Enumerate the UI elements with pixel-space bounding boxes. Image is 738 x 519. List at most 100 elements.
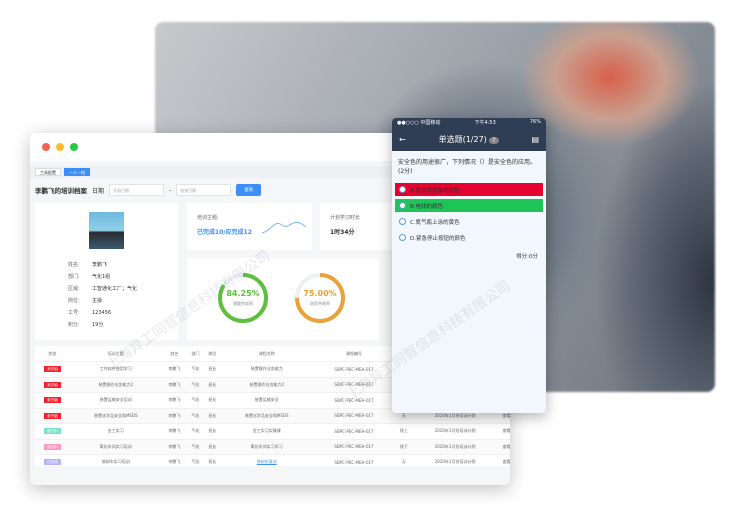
table-cell: 线下 xyxy=(395,439,413,455)
battery: 76% xyxy=(529,119,541,125)
table-cell: 李鹏飞 xyxy=(161,392,188,409)
table-cell: 2020年1月份培训计划 xyxy=(412,454,499,466)
query-button[interactable]: 查询 xyxy=(236,184,262,196)
topic-label: 培训主题: xyxy=(197,215,219,221)
table-cell: 班长 xyxy=(203,361,221,378)
table-cell: 班长 xyxy=(203,423,221,440)
status-badge: 未开始 xyxy=(44,366,61,373)
topic-value: 已完成10/应完成12 xyxy=(197,229,252,236)
radio-icon xyxy=(399,186,406,193)
table-cell: 2020年1月份培训计划 xyxy=(412,439,499,455)
table-cell: 装置操作业务能力2 xyxy=(220,377,313,393)
status-badge: 未开始 xyxy=(44,397,61,404)
table-cell: 气化 xyxy=(187,423,204,440)
end-date-input[interactable]: 结束日期 xyxy=(176,184,232,196)
table-cell: SBPC-PEC-MEH-017 xyxy=(312,454,396,466)
answer-option[interactable]: C.氮气瓶上涂的黄色 xyxy=(395,215,543,228)
table-cell: 2020年1月份培训计划 xyxy=(412,423,499,440)
answer-option[interactable]: A.管道等设备的颜色 xyxy=(395,183,543,196)
rings-card: 84.25% 课题完成率 75.00% 测验合格率 xyxy=(187,258,379,340)
sparkline-icon xyxy=(262,221,307,234)
answer-option[interactable]: D.紧急停止按钮的颜色 xyxy=(395,231,543,244)
table-row[interactable]: 未开始 装置化学品安全和MSDS 李鹏飞 气化 班长 装置化学品安全和MSDS SBPC-P… xyxy=(35,408,510,424)
table-cell: 氧化车间实习培训 xyxy=(69,439,162,455)
radio-icon xyxy=(399,218,406,225)
date-separator: - xyxy=(169,186,172,194)
table-cell: 李鹏飞 xyxy=(161,361,188,378)
maximize-dot[interactable] xyxy=(70,143,78,151)
table-cell: 气化 xyxy=(187,439,204,455)
profile-field: 岗位: 主操 xyxy=(68,298,103,304)
column-header: 岗位 xyxy=(203,346,221,362)
column-header: 培训主题 xyxy=(69,346,162,362)
table-cell: SBPC-PEC-MEH-017 xyxy=(312,439,396,455)
table-cell: SBPC-PEC-MEH-017 xyxy=(312,408,396,424)
table-row[interactable]: 已完成 装卸车实习培训 李鹏飞 气化 班长 装卸车复训 SBPC-PEC-MEH-017 无 2… xyxy=(35,454,510,466)
table-cell: SBPC-PEC-MEH-017 xyxy=(312,377,396,393)
profile-field: 工号: 123456 xyxy=(68,310,112,316)
column-header: 部门 xyxy=(187,346,204,362)
mobile-screen: ●●○○○ 中国移动 下午4:53 76% ← 单选题(1/27) ? ▤ 安全色的用途… xyxy=(392,118,546,413)
table-cell: 班长 xyxy=(203,392,221,409)
plan-label: 计划学习时长 xyxy=(330,215,361,221)
table-cell: 装置化学品安全和MSDS xyxy=(69,408,162,424)
table-cell: 查看 xyxy=(498,423,510,440)
column-header: 状态 xyxy=(35,346,70,362)
training-table: 状态培训主题姓名部门岗位课程名称课程编号形式计划备注未开始工作软件使用学习李鹏飞… xyxy=(35,346,510,466)
tab-profile[interactable]: 一人一档 xyxy=(64,168,90,176)
table-cell: 班长 xyxy=(203,439,221,455)
profile-field: 区域: 工智通化工厂；气化 xyxy=(68,286,138,292)
close-dot[interactable] xyxy=(42,143,50,151)
table-cell: 气化 xyxy=(187,361,204,378)
carrier: ●●○○○ 中国移动 xyxy=(397,120,441,126)
table-cell: 查看 xyxy=(498,439,510,455)
table-row[interactable]: 未开始 装置运输安全培训 李鹏飞 气化 班长 装置运输安全 SBPC-PEC-MEH-017 xyxy=(35,392,510,409)
table-cell: 李鹏飞 xyxy=(161,454,188,466)
table-cell: 气化 xyxy=(187,377,204,393)
tab-tools[interactable]: 工具配置 xyxy=(35,168,61,176)
table-cell: SBPC-PEC-MEH-017 xyxy=(312,361,396,378)
profile-field: 姓名: 李鹏飞 xyxy=(68,262,108,268)
back-arrow-icon[interactable]: ← xyxy=(399,134,406,144)
table-cell: 工作软件使用学习 xyxy=(69,361,162,378)
table-cell: SBPC-PEC-MEH-017 xyxy=(312,392,396,409)
clock: 下午4:53 xyxy=(474,120,496,126)
table-cell: 气化 xyxy=(187,408,204,424)
page-title: 李鹏飞的培训档案 xyxy=(35,187,87,195)
table-cell: 线上 xyxy=(395,423,413,440)
table-cell: 装置化学品安全和MSDS xyxy=(220,408,313,424)
answer-option[interactable]: B.电线的颜色 xyxy=(395,199,543,212)
table-cell: 氧化车间实习学习 xyxy=(220,439,313,455)
date-label: 日期 xyxy=(92,187,105,195)
profile-card: 姓名: 李鹏飞 部门: 气化1组区域: 工智通化工厂；气化 岗位: 主操工号: 123456 积… xyxy=(35,203,178,340)
profile-field: 积分: 19分 xyxy=(68,322,104,328)
table-cell: 金工实习 xyxy=(69,423,162,440)
column-header: 课程名称 xyxy=(220,346,313,362)
ring-arc xyxy=(295,273,345,323)
score: 得分:0分 xyxy=(516,254,538,260)
help-icon[interactable]: ? xyxy=(489,136,499,144)
table-row[interactable]: 进行中 金工实习 李鹏飞 气化 班长 金工实习实操课 SBPC-PEC-MEH-017 线上 2… xyxy=(35,423,510,440)
status-badge: 进行中 xyxy=(44,428,61,435)
status-badge: 未开始 xyxy=(44,412,61,419)
profile-field: 部门: 气化1组 xyxy=(68,274,111,280)
table-cell: 装卸车实习培训 xyxy=(69,454,162,466)
minimize-dot[interactable] xyxy=(56,143,64,151)
table-cell: 气化 xyxy=(187,454,204,466)
answer-card-icon[interactable]: ▤ xyxy=(531,134,539,144)
table-cell: 李鹏飞 xyxy=(161,408,188,424)
topic-card: 培训主题: 已完成10/应完成12 xyxy=(187,203,312,250)
start-date-input[interactable]: 开始日期 xyxy=(109,184,165,196)
table-cell: 装置运输安全 xyxy=(220,392,313,409)
column-header: 姓名 xyxy=(161,346,188,362)
table-cell: 气化 xyxy=(187,392,204,409)
radio-icon xyxy=(399,234,406,241)
table-cell: SBPC-PEC-MEH-017 xyxy=(312,423,396,440)
table-cell: 李鹏飞 xyxy=(161,423,188,440)
table-cell[interactable]: 装卸车复训 xyxy=(220,454,313,466)
table-cell: 班长 xyxy=(203,408,221,424)
avatar xyxy=(89,212,124,249)
status-badge: 未开始 xyxy=(44,381,61,388)
table-row[interactable]: 报名中 氧化车间实习培训 李鹏飞 气化 班长 氧化车间实习学习 SBPC-PEC-MEH-0… xyxy=(35,439,510,455)
plan-value: 1时34分 xyxy=(330,229,355,236)
